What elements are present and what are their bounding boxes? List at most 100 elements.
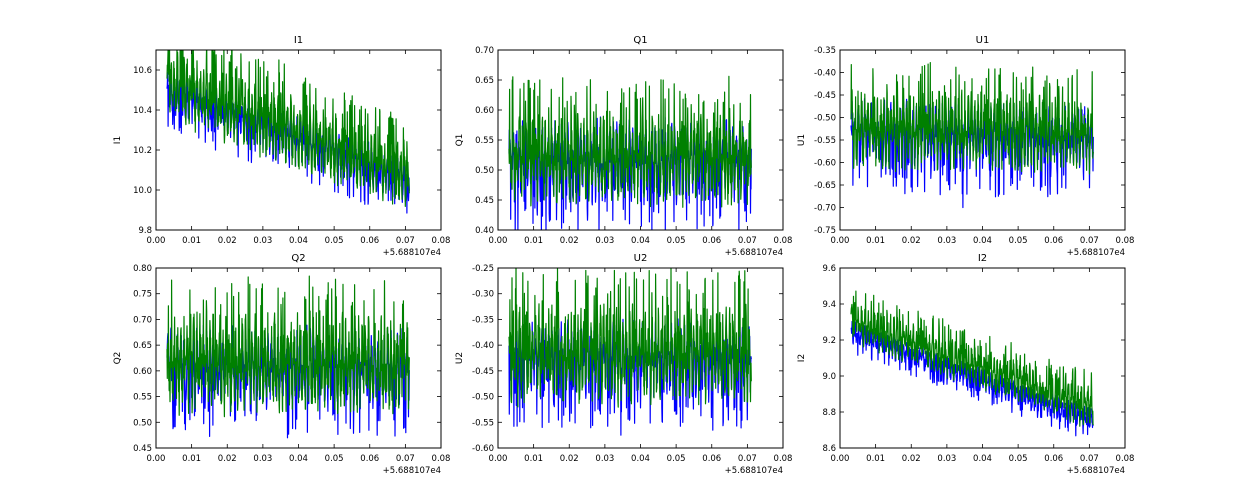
x-tick-label: 0.02 — [218, 454, 237, 464]
series-group — [166, 275, 410, 439]
x-tick-label: 0.02 — [560, 236, 579, 246]
subplot-title: U2 — [634, 253, 648, 264]
series-line-2 — [166, 50, 410, 207]
y-axis-label: I2 — [797, 354, 807, 362]
y-tick-label: 0.45 — [475, 196, 494, 206]
series-group — [850, 290, 1094, 437]
y-tick-label: -0.70 — [814, 204, 836, 214]
subplot-title: Q2 — [291, 253, 305, 264]
x-tick-label: 0.04 — [973, 236, 992, 246]
x-tick-label: 0.01 — [182, 454, 201, 464]
y-tick-label: -0.65 — [814, 181, 836, 191]
y-tick-label: -0.35 — [472, 315, 494, 325]
x-tick-label: 0.00 — [489, 454, 508, 464]
x-tick-label: 0.00 — [831, 454, 850, 464]
x-offset-label: +5.688107e4 — [1067, 466, 1125, 476]
y-tick-label: -0.75 — [814, 226, 836, 236]
x-offset-label: +5.688107e4 — [1067, 248, 1125, 258]
x-tick-label: 0.03 — [253, 454, 272, 464]
y-tick-label: 0.50 — [475, 166, 494, 176]
x-tick-label: 0.05 — [667, 454, 686, 464]
x-tick-label: 0.08 — [1116, 236, 1135, 246]
y-tick-label: 0.50 — [133, 418, 152, 428]
x-tick-label: 0.01 — [524, 236, 543, 246]
x-tick-label: 0.02 — [218, 236, 237, 246]
y-tick-label: 0.55 — [133, 393, 152, 403]
x-offset-label: +5.688107e4 — [725, 248, 783, 258]
x-tick-label: 0.06 — [702, 454, 721, 464]
subplot-title: Q1 — [633, 35, 647, 46]
series-group — [508, 268, 752, 436]
x-tick-label: 0.06 — [360, 236, 379, 246]
y-tick-label: 8.6 — [822, 444, 836, 454]
series-line-2 — [850, 62, 1094, 175]
y-tick-label: 8.8 — [822, 408, 836, 418]
x-tick-label: 0.02 — [902, 454, 921, 464]
x-tick-label: 0.03 — [595, 454, 614, 464]
y-tick-label: -0.30 — [472, 290, 494, 300]
y-tick-label: -0.35 — [814, 46, 836, 56]
x-tick-label: 0.05 — [1009, 236, 1028, 246]
subplot-title: U1 — [976, 35, 990, 46]
x-tick-label: 0.04 — [289, 236, 308, 246]
subplot-u1: 0.00 0.01 0.02 0.03 0.04 0.05 0.06 0.07 0.08 -0.7… — [797, 35, 1134, 258]
x-offset-label: +5.688107e4 — [383, 466, 441, 476]
x-tick-label: 0.00 — [831, 236, 850, 246]
y-axis-label: U2 — [455, 352, 465, 364]
series-group — [850, 62, 1094, 209]
x-tick-label: 0.07 — [738, 454, 757, 464]
x-tick-label: 0.04 — [631, 454, 650, 464]
x-tick-label: 0.00 — [147, 454, 166, 464]
y-tick-label: 0.65 — [475, 76, 494, 86]
subplot-i1: 0.00 0.01 0.02 0.03 0.04 0.05 0.06 0.07 0.08 9.8 1… — [113, 35, 451, 258]
y-tick-label: -0.55 — [472, 418, 494, 428]
y-tick-label: 0.60 — [133, 367, 152, 377]
x-tick-label: 0.04 — [631, 236, 650, 246]
series-line-2 — [508, 75, 752, 208]
x-offset-label: +5.688107e4 — [383, 248, 441, 258]
y-tick-label: -0.45 — [814, 91, 836, 101]
x-tick-label: 0.07 — [1080, 454, 1099, 464]
x-tick-label: 0.08 — [774, 236, 793, 246]
x-tick-label: 0.01 — [524, 454, 543, 464]
subplot-u2: 0.00 0.01 0.02 0.03 0.04 0.05 0.06 0.07 0.08 -0.6… — [455, 253, 792, 476]
y-tick-label: 0.40 — [475, 226, 494, 236]
x-tick-label: 0.06 — [702, 236, 721, 246]
x-tick-label: 0.08 — [1116, 454, 1135, 464]
x-tick-label: 0.03 — [595, 236, 614, 246]
y-tick-label: 9.0 — [822, 372, 836, 382]
y-tick-label: 9.2 — [822, 336, 836, 346]
y-tick-label: -0.45 — [472, 367, 494, 377]
y-tick-label: 10.6 — [133, 66, 152, 76]
y-tick-label: -0.40 — [814, 69, 836, 79]
series-group — [166, 50, 410, 214]
y-tick-label: -0.25 — [472, 264, 494, 274]
y-tick-label: 0.70 — [475, 46, 494, 56]
y-tick-label: -0.50 — [814, 114, 836, 124]
x-tick-label: 0.04 — [289, 454, 308, 464]
x-tick-label: 0.08 — [432, 236, 451, 246]
x-tick-label: 0.05 — [1009, 454, 1028, 464]
series-line-2 — [508, 268, 752, 408]
x-tick-label: 0.07 — [1080, 236, 1099, 246]
y-tick-label: 10.4 — [133, 106, 152, 116]
y-tick-label: 10.0 — [133, 186, 152, 196]
x-tick-label: 0.05 — [325, 454, 344, 464]
x-tick-label: 0.03 — [937, 454, 956, 464]
y-tick-label: -0.50 — [472, 393, 494, 403]
subplot-title: I2 — [978, 253, 987, 264]
x-tick-label: 0.01 — [866, 236, 885, 246]
x-tick-label: 0.05 — [325, 236, 344, 246]
x-tick-label: 0.07 — [396, 454, 415, 464]
y-tick-label: 0.70 — [133, 315, 152, 325]
x-tick-label: 0.06 — [360, 454, 379, 464]
x-tick-label: 0.00 — [147, 236, 166, 246]
y-tick-label: 9.6 — [822, 264, 836, 274]
x-tick-label: 0.08 — [432, 454, 451, 464]
x-tick-label: 0.03 — [253, 236, 272, 246]
y-tick-label: 9.8 — [138, 226, 152, 236]
y-tick-label: 0.75 — [133, 290, 152, 300]
y-tick-label: -0.60 — [814, 159, 836, 169]
x-offset-label: +5.688107e4 — [725, 466, 783, 476]
